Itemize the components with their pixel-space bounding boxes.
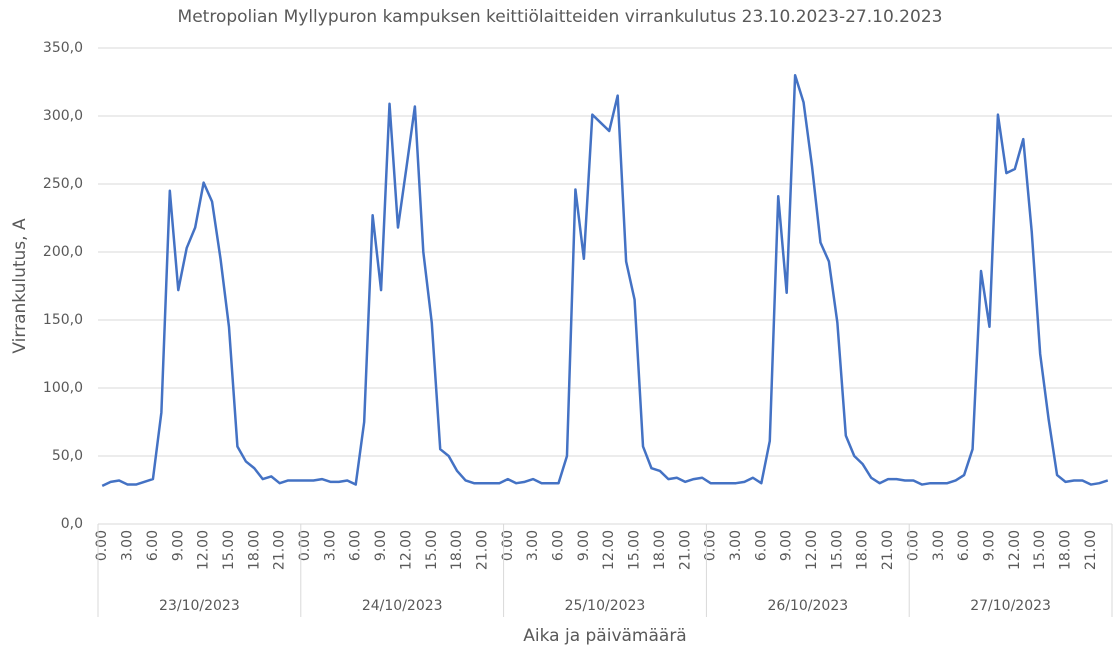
x-axis-title: Aika ja päivämäärä xyxy=(523,626,686,646)
x-tick-label: 0.00 xyxy=(94,530,110,561)
x-tick-label: 9.00 xyxy=(170,530,186,561)
y-tick-label: 150,0 xyxy=(43,312,83,328)
y-tick-label: 350,0 xyxy=(43,40,83,56)
y-tick-label: 200,0 xyxy=(43,244,83,260)
group-label: 27/10/2023 xyxy=(970,598,1051,614)
x-tick-label: 12.00 xyxy=(196,530,212,570)
x-tick-label: 18.00 xyxy=(652,530,668,570)
x-tick-label: 12.00 xyxy=(601,530,617,570)
x-tick-label: 6.00 xyxy=(753,530,769,561)
x-tick-label: 6.00 xyxy=(145,530,161,561)
x-tick-label: 12.00 xyxy=(1007,530,1023,570)
x-tick-label: 9.00 xyxy=(373,530,389,561)
y-tick-label: 300,0 xyxy=(43,108,83,124)
x-tick-label: 12.00 xyxy=(398,530,414,570)
group-label: 25/10/2023 xyxy=(565,598,646,614)
x-tick-label: 18.00 xyxy=(246,530,262,570)
x-tick-label: 21.00 xyxy=(272,530,288,570)
x-tick-label: 21.00 xyxy=(1083,530,1099,570)
y-tick-label: 250,0 xyxy=(43,176,83,192)
x-tick-label: 21.00 xyxy=(474,530,490,570)
data-line xyxy=(101,73,1109,488)
x-tick-label: 9.00 xyxy=(576,530,592,561)
x-tick-label: 0.00 xyxy=(500,530,516,561)
x-tick-label: 15.00 xyxy=(829,530,845,570)
x-tick-label: 18.00 xyxy=(449,530,465,570)
x-tick-label: 6.00 xyxy=(348,530,364,561)
x-tick-label: 0.00 xyxy=(703,530,719,561)
y-tick-label: 100,0 xyxy=(43,380,83,396)
x-tick-label: 3.00 xyxy=(322,530,338,561)
x-tick-label: 0.00 xyxy=(297,530,313,561)
y-tick-label: 50,0 xyxy=(52,448,83,464)
x-tick-label: 9.00 xyxy=(981,530,997,561)
group-label: 26/10/2023 xyxy=(767,598,848,614)
x-tick-label: 21.00 xyxy=(677,530,693,570)
x-tick-label: 6.00 xyxy=(956,530,972,561)
x-tick-label: 15.00 xyxy=(424,530,440,570)
x-tick-label: 3.00 xyxy=(728,530,744,561)
y-axis-title: Virrankulutus, A xyxy=(10,218,30,354)
x-tick-label: 18.00 xyxy=(855,530,871,570)
x-tick-label: 3.00 xyxy=(931,530,947,561)
x-tick-label: 15.00 xyxy=(221,530,237,570)
x-tick-label: 15.00 xyxy=(1032,530,1048,570)
x-tick-label: 3.00 xyxy=(525,530,541,561)
y-tick-label: 0,0 xyxy=(61,516,83,532)
group-label: 23/10/2023 xyxy=(159,598,240,614)
x-tick-label: 21.00 xyxy=(880,530,896,570)
x-tick-label: 18.00 xyxy=(1058,530,1074,570)
chart-title: Metropolian Myllypuron kampuksen keittiö… xyxy=(178,7,943,27)
x-tick-label: 12.00 xyxy=(804,530,820,570)
x-tick-label: 6.00 xyxy=(551,530,567,561)
x-tick-label: 0.00 xyxy=(905,530,921,561)
x-tick-label: 15.00 xyxy=(627,530,643,570)
group-label: 24/10/2023 xyxy=(362,598,443,614)
x-tick-label: 3.00 xyxy=(120,530,136,561)
x-tick-label: 9.00 xyxy=(779,530,795,561)
